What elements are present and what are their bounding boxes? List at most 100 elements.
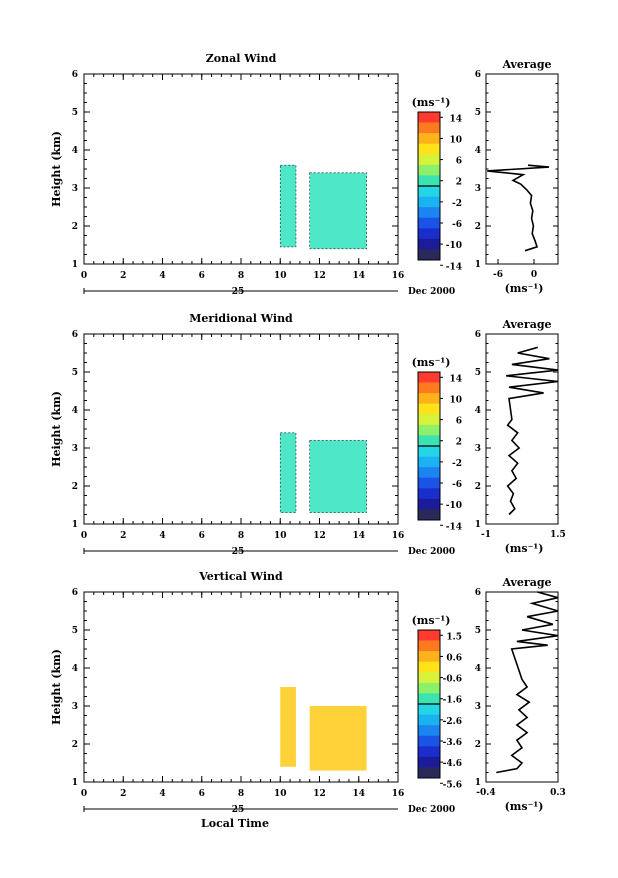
x-tick-label: 4	[159, 789, 165, 799]
date-label: Dec 2000	[408, 805, 455, 815]
y-tick-label: 2	[72, 482, 78, 492]
colorbar-cell-11	[418, 488, 440, 500]
average-y-tick-label: 1	[475, 778, 481, 788]
y-axis-label: Height (km)	[50, 649, 63, 725]
date-label: Dec 2000	[408, 287, 455, 297]
colorbar-tick-label: -0.6	[443, 675, 462, 685]
average-x-tick-label: 1.5	[550, 530, 566, 540]
average-y-tick-label: 6	[475, 70, 481, 80]
y-tick-label: 3	[72, 702, 78, 712]
average-profile-line	[496, 591, 559, 774]
x-tick-label: 2	[120, 531, 126, 541]
x-tick-label: 16	[392, 271, 405, 281]
y-tick-label: 6	[72, 70, 78, 80]
colorbar-tick-label: 2	[456, 178, 462, 188]
colorbar-tick-label: 0.6	[446, 653, 462, 663]
x-tick-label: 8	[238, 271, 244, 281]
colorbar-cell-5	[418, 164, 440, 176]
average-y-tick-label: 1	[475, 520, 481, 530]
colorbar-cell-3	[418, 143, 440, 155]
colorbar-cell-9	[418, 207, 440, 219]
colorbar-cell-0	[418, 112, 440, 123]
colorbar-cell-7	[418, 446, 440, 457]
colorbar-cell-10	[418, 477, 440, 489]
colorbar-cell-6	[418, 435, 440, 447]
y-tick-label: 2	[72, 222, 78, 232]
data-block-1	[309, 172, 367, 250]
colorbar-tick-label: 6	[456, 417, 462, 427]
colorbar-cell-13	[418, 509, 440, 521]
average-x-tick-label: 0.3	[550, 788, 566, 798]
average-y-tick-label: 4	[475, 406, 481, 416]
colorbar-tick-label: -1.6	[443, 696, 462, 706]
colorbar-cell-1	[418, 122, 440, 134]
colorbar-tick-label: -14	[446, 262, 462, 272]
colorbar-tick-label: 10	[449, 395, 462, 405]
colorbar-cell-8	[418, 196, 440, 208]
y-tick-label: 1	[72, 520, 78, 530]
colorbar-cell-9	[418, 725, 440, 737]
y-tick-label: 3	[72, 444, 78, 454]
colorbar-tick-label: -2.6	[443, 717, 462, 727]
colorbar-cell-10	[418, 735, 440, 747]
colorbar-tick-label: -6	[452, 480, 462, 490]
data-block-0	[279, 432, 297, 513]
colorbar-cell-13	[418, 249, 440, 261]
average-y-tick-label: 6	[475, 330, 481, 340]
colorbar-cell-7	[418, 704, 440, 715]
average-y-tick-label: 5	[475, 626, 481, 636]
x-tick-label: 0	[81, 789, 87, 799]
day-label: 25	[232, 287, 245, 297]
average-y-tick-label: 5	[475, 108, 481, 118]
x-axis-label: Local Time	[201, 817, 269, 830]
colorbar-cell-12	[418, 756, 440, 768]
colorbar-tick-label: -10	[446, 501, 462, 511]
day-label: 25	[232, 547, 245, 557]
y-tick-label: 5	[72, 368, 78, 378]
x-tick-label: 14	[352, 531, 365, 541]
average-y-tick-label: 5	[475, 368, 481, 378]
data-block-1	[309, 440, 367, 513]
y-tick-label: 5	[72, 108, 78, 118]
x-tick-label: 16	[392, 789, 405, 799]
colorbar-tick-label: 6	[456, 157, 462, 167]
colorbar-cell-6	[418, 693, 440, 705]
x-tick-label: 12	[313, 531, 326, 541]
panel-title: Meridional Wind	[189, 312, 293, 325]
x-tick-label: 0	[81, 271, 87, 281]
colorbar-cell-9	[418, 467, 440, 479]
colorbar-tick-label: 1.5	[446, 632, 462, 642]
average-unit: (ms⁻¹)	[505, 282, 544, 295]
colorbar-cell-10	[418, 217, 440, 229]
average-unit: (ms⁻¹)	[505, 800, 544, 813]
average-profile-line	[506, 346, 559, 516]
colorbar-cell-0	[418, 630, 440, 641]
colorbar-cell-3	[418, 661, 440, 673]
data-block-1	[309, 706, 367, 771]
average-y-tick-label: 2	[475, 740, 481, 750]
y-tick-label: 1	[72, 778, 78, 788]
colorbar-tick-label: -4.6	[443, 759, 462, 769]
colorbar-cell-4	[418, 154, 440, 166]
colorbar-cell-2	[418, 651, 440, 663]
colorbar-cell-1	[418, 382, 440, 394]
colorbar-unit: (ms⁻¹)	[412, 614, 451, 627]
y-axis-label: Height (km)	[50, 391, 63, 467]
average-y-tick-label: 3	[475, 702, 481, 712]
average-x-tick-label: -1	[481, 530, 491, 540]
y-tick-label: 6	[72, 588, 78, 598]
colorbar-tick-label: -2	[452, 199, 462, 209]
colorbar-cell-5	[418, 424, 440, 436]
x-tick-label: 10	[274, 789, 287, 799]
y-axis-label: Height (km)	[50, 131, 63, 207]
panel-title: Vertical Wind	[198, 570, 283, 583]
y-tick-label: 4	[72, 664, 78, 674]
average-y-tick-label: 3	[475, 184, 481, 194]
average-y-tick-label: 2	[475, 222, 481, 232]
colorbar-tick-label: 14	[449, 374, 462, 384]
y-tick-label: 2	[72, 740, 78, 750]
x-tick-label: 14	[352, 789, 365, 799]
